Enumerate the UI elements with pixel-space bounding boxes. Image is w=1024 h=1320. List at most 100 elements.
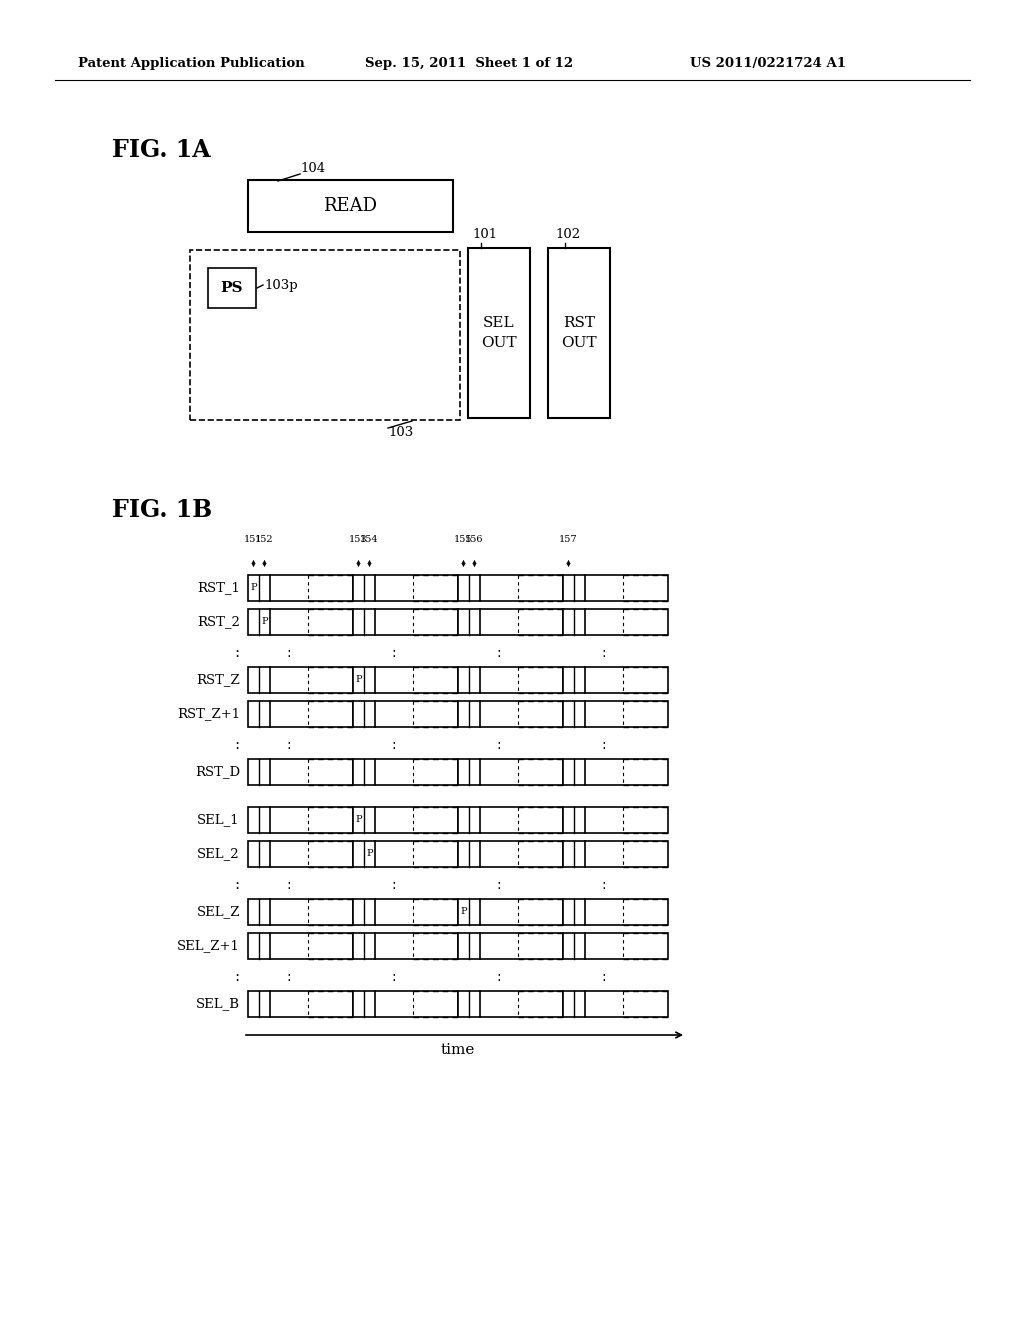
Text: :: : [234,645,240,660]
Bar [248,701,353,727]
Text: :: : [392,738,396,752]
Bar [353,899,458,925]
Text: :: : [287,645,291,660]
Bar [458,667,563,693]
Text: 152: 152 [255,535,273,544]
Text: :: : [234,970,240,983]
Text: 154: 154 [360,535,379,544]
Text: FIG. 1A: FIG. 1A [112,139,211,162]
Bar [468,248,530,418]
Bar [353,807,458,833]
Bar [563,667,668,693]
Text: :: : [392,645,396,660]
Text: :: : [392,878,396,892]
Text: 157: 157 [559,535,578,544]
Text: SEL_Z+1: SEL_Z+1 [177,940,240,953]
Text: time: time [440,1043,475,1057]
Bar [563,933,668,960]
Text: 103: 103 [388,425,414,438]
Text: 104: 104 [300,161,326,174]
Bar [208,268,256,308]
Bar [248,667,353,693]
Text: :: : [497,970,502,983]
Bar [458,899,563,925]
Text: P: P [250,583,257,593]
Text: :: : [287,738,291,752]
Text: 156: 156 [465,535,483,544]
Text: P: P [261,618,268,627]
Bar [458,759,563,785]
Text: :: : [234,738,240,752]
Bar [563,759,668,785]
Bar [248,807,353,833]
Bar [458,933,563,960]
Text: 103p: 103p [264,280,298,293]
Bar [248,576,353,601]
Text: :: : [497,738,502,752]
Bar [353,991,458,1016]
Bar [353,701,458,727]
Text: :: : [602,645,606,660]
Bar [353,759,458,785]
Text: 153: 153 [349,535,368,544]
Text: RST_1: RST_1 [198,582,240,594]
Text: :: : [234,878,240,892]
Bar [248,991,353,1016]
Bar [458,576,563,601]
Text: SEL
OUT: SEL OUT [481,315,517,350]
Bar [353,667,458,693]
Text: FIG. 1B: FIG. 1B [112,498,212,521]
Bar [458,807,563,833]
Text: P: P [367,850,373,858]
Text: PS: PS [221,281,244,294]
Text: Sep. 15, 2011  Sheet 1 of 12: Sep. 15, 2011 Sheet 1 of 12 [365,57,573,70]
Bar [548,248,610,418]
Bar [248,899,353,925]
Bar [458,609,563,635]
Text: :: : [602,878,606,892]
Text: Patent Application Publication: Patent Application Publication [78,57,305,70]
Text: SEL_1: SEL_1 [198,813,240,826]
Text: 101: 101 [472,228,497,242]
Bar [248,759,353,785]
Text: P: P [460,908,467,916]
Bar [190,249,460,420]
Bar [353,576,458,601]
Text: RST_2: RST_2 [198,615,240,628]
Text: :: : [497,878,502,892]
Text: :: : [287,878,291,892]
Text: RST_Z+1: RST_Z+1 [177,708,240,721]
Bar [353,841,458,867]
Bar [563,609,668,635]
Text: SEL_B: SEL_B [196,998,240,1011]
Bar [458,701,563,727]
Bar [458,841,563,867]
Bar [458,991,563,1016]
Text: READ: READ [324,197,378,215]
Text: RST_D: RST_D [195,766,240,779]
Bar [563,841,668,867]
Text: 155: 155 [455,535,473,544]
Text: RST_Z: RST_Z [197,673,240,686]
Text: :: : [497,645,502,660]
Text: :: : [287,970,291,983]
Text: US 2011/0221724 A1: US 2011/0221724 A1 [690,57,846,70]
Bar [353,609,458,635]
Text: RST
OUT: RST OUT [561,315,597,350]
Bar [563,807,668,833]
Text: SEL_2: SEL_2 [198,847,240,861]
Bar [248,841,353,867]
Text: P: P [355,676,361,685]
Bar [248,609,353,635]
Text: SEL_Z: SEL_Z [197,906,240,919]
Bar [563,576,668,601]
Text: :: : [392,970,396,983]
Text: P: P [355,816,361,825]
Bar [248,933,353,960]
Text: :: : [602,738,606,752]
Bar [353,933,458,960]
Bar [563,899,668,925]
Bar [563,991,668,1016]
Bar [248,180,453,232]
Text: :: : [602,970,606,983]
